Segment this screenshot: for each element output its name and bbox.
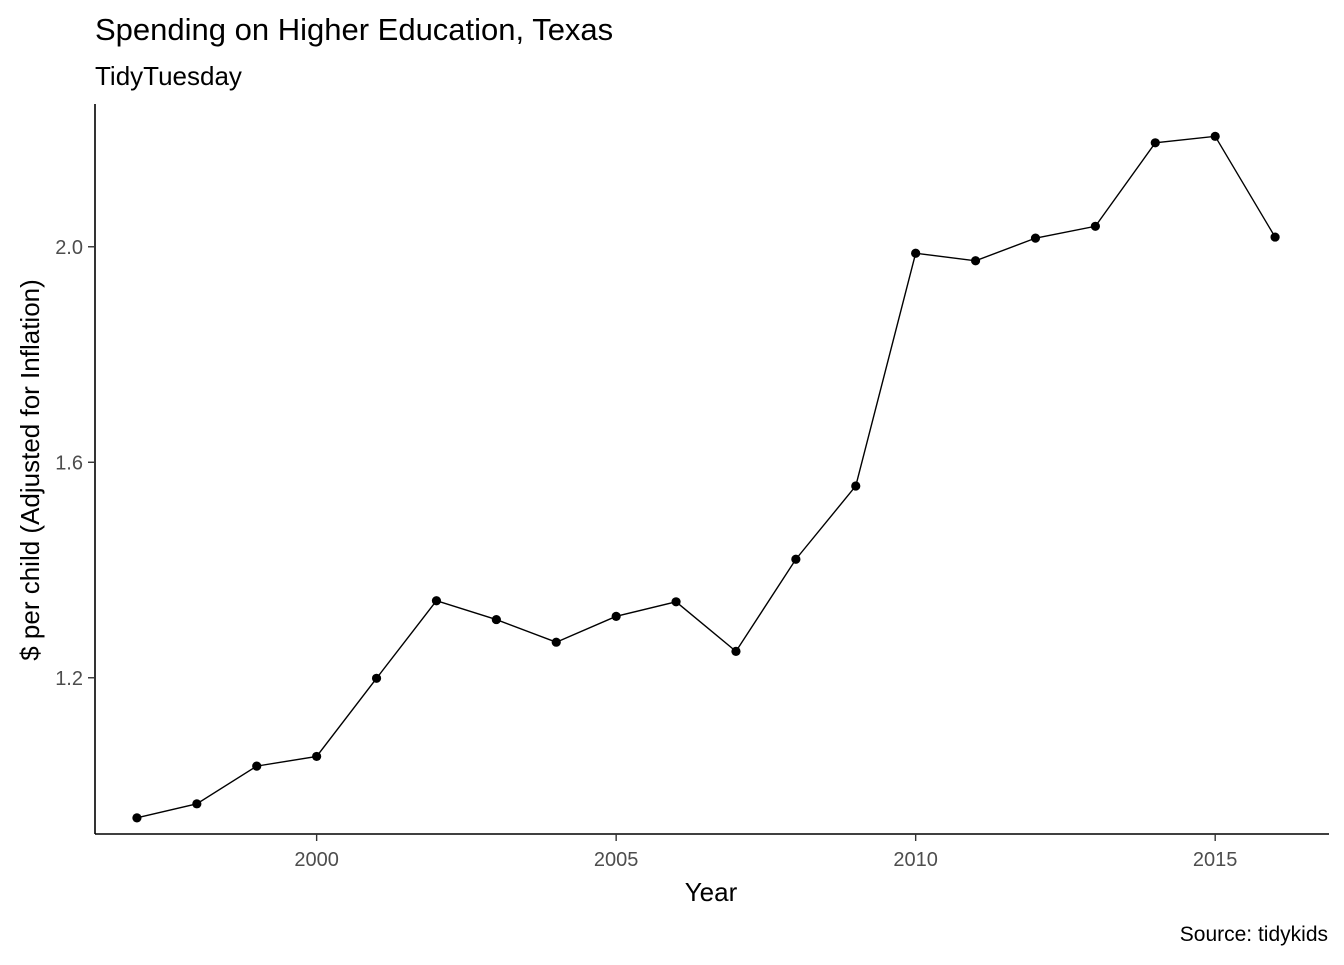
ticks: 2000 2005 2010 2015 1.2 1.6 2.0 (55, 237, 1237, 871)
data-point (791, 554, 801, 564)
data-point (851, 481, 861, 491)
chart-subtitle: TidyTuesday (95, 61, 242, 91)
y-axis-title: $ per child (Adjusted for Inflation) (15, 279, 45, 661)
data-point (911, 248, 921, 258)
x-tick-label: 2000 (294, 849, 339, 871)
data-point (1270, 232, 1280, 242)
data-point (611, 611, 621, 621)
y-tick-label: 1.2 (55, 668, 83, 690)
data-point (551, 637, 561, 647)
data-point (252, 761, 262, 771)
x-tick-label: 2005 (594, 849, 639, 871)
series-line (136, 135, 1276, 819)
data-point (731, 646, 741, 656)
data-point (1210, 131, 1220, 141)
data-point (312, 751, 322, 762)
data-point (1150, 138, 1160, 148)
data-point (671, 597, 681, 607)
data-point (192, 799, 202, 809)
data-point (970, 256, 981, 266)
x-axis-title: Year (685, 877, 738, 907)
chart-title: Spending on Higher Education, Texas (95, 12, 613, 47)
data-point (1030, 233, 1041, 243)
data-point (491, 614, 501, 625)
chart-caption: Source: tidykids (1180, 923, 1328, 946)
y-tick-label: 2.0 (55, 237, 83, 259)
data-point (431, 596, 442, 606)
x-tick-label: 2010 (893, 849, 938, 871)
axes (94, 104, 1329, 835)
series (132, 131, 1280, 823)
data-point (371, 673, 382, 683)
data-point (132, 813, 142, 823)
x-tick-label: 2015 (1193, 849, 1238, 871)
y-tick-label: 1.6 (55, 452, 83, 474)
data-point (1090, 221, 1100, 231)
